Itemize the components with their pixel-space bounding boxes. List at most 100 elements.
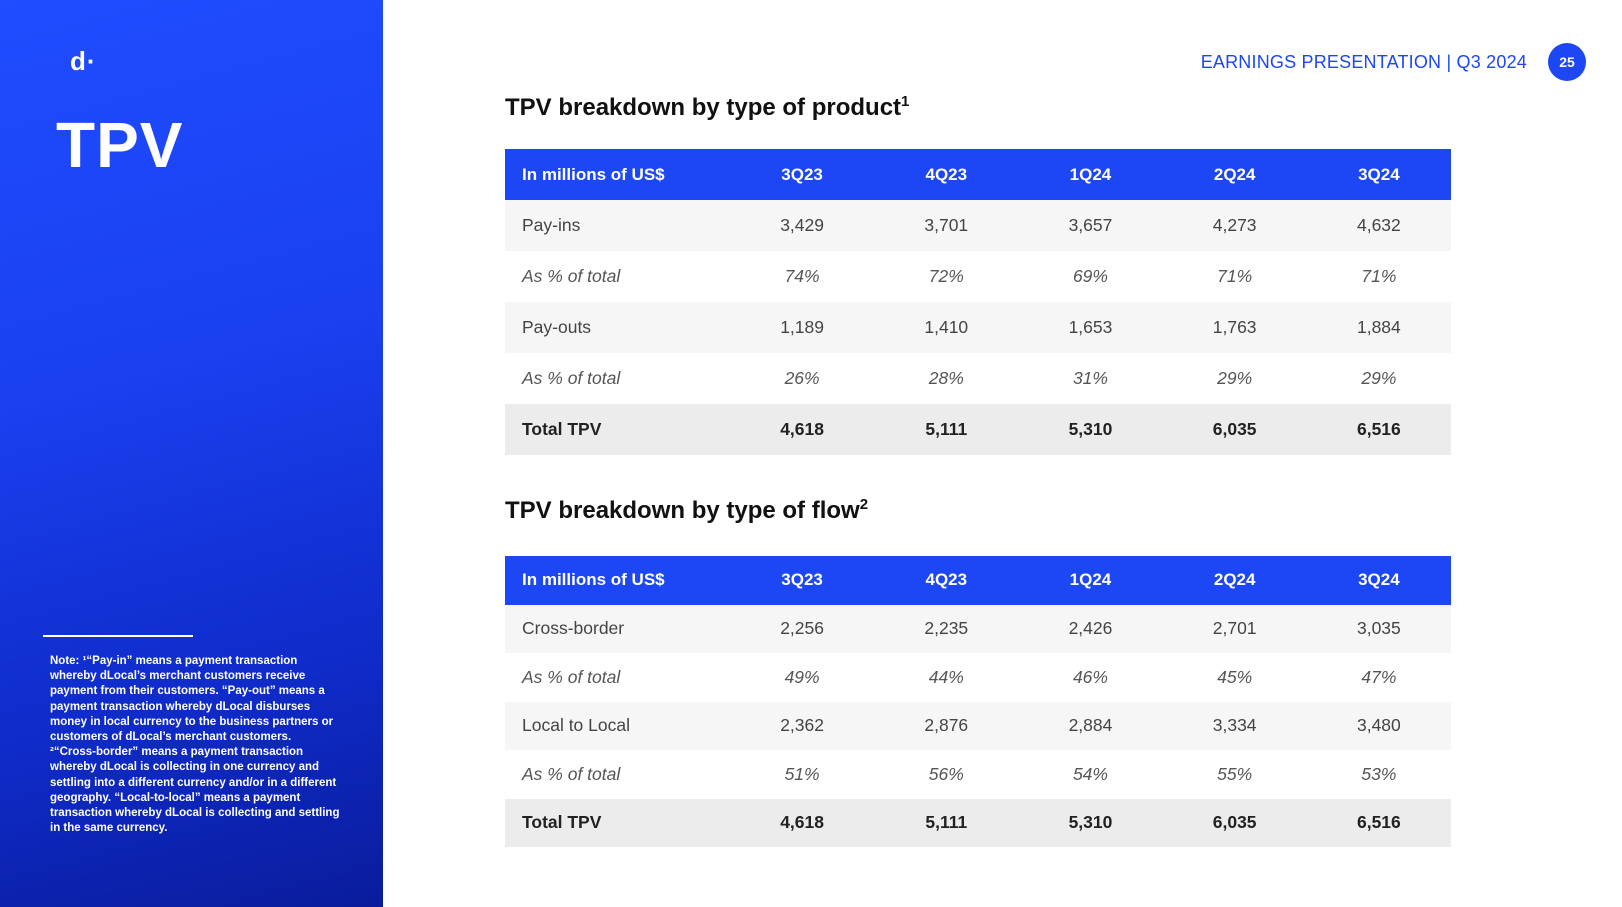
table-cell: 4,632 [1306,200,1451,251]
percent-row: As % of total 49% 44% 46% 45% 47% [505,653,1451,702]
table-cell: 56% [874,750,1019,799]
table-cell: 5,310 [1018,798,1163,847]
table-row: Pay-outs 1,189 1,410 1,653 1,763 1,884 [505,302,1451,353]
table-cell: 2,884 [1018,701,1163,750]
footnote-marker: 1 [901,93,910,110]
row-label: Local to Local [505,701,730,750]
table-cell: 1,410 [874,302,1019,353]
table-header-row: In millions of US$ 3Q23 4Q23 1Q24 2Q24 3Q24 [505,149,1451,200]
column-header-label: In millions of US$ [505,556,730,605]
table-cell: 4,273 [1162,200,1307,251]
table-cell: 2,426 [1018,604,1163,653]
total-row: Total TPV 4,618 5,111 5,310 6,035 6,516 [505,404,1451,455]
column-header-quarter: 3Q23 [730,556,875,605]
page-number-badge: 25 [1548,43,1586,81]
table-cell: 4,618 [730,798,875,847]
table-cell: 4,618 [730,404,875,455]
table-row: Local to Local 2,362 2,876 2,884 3,334 3,480 [505,701,1451,750]
table-cell: 2,876 [874,701,1019,750]
total-row: Total TPV 4,618 5,111 5,310 6,035 6,516 [505,798,1451,847]
row-label: Total TPV [505,404,730,455]
column-header-quarter: 3Q24 [1306,149,1451,200]
table-cell: 44% [874,653,1019,702]
table-cell: 46% [1018,653,1163,702]
footnote-text: Note: ¹“Pay-in” means a payment transact… [50,654,340,836]
section-title-flow: TPV breakdown by type of flow2 [505,497,868,525]
row-label: As % of total [505,653,730,702]
column-header-quarter: 3Q24 [1306,556,1451,605]
table-cell: 29% [1162,353,1307,404]
column-header-quarter: 3Q23 [730,149,875,200]
table-cell: 69% [1018,251,1163,302]
table-cell: 5,111 [874,798,1019,847]
table-cell: 28% [874,353,1019,404]
row-label: Pay-outs [505,302,730,353]
section-title-text: TPV breakdown by type of flow [505,497,860,524]
table-cell: 6,035 [1162,798,1307,847]
table-cell: 49% [730,653,875,702]
table-cell: 2,362 [730,701,875,750]
table-cell: 6,516 [1306,798,1451,847]
table-cell: 2,701 [1162,604,1307,653]
row-label: Total TPV [505,798,730,847]
table-cell: 3,429 [730,200,875,251]
percent-row: As % of total 74% 72% 69% 71% 71% [505,251,1451,302]
table-cell: 6,516 [1306,404,1451,455]
row-label: Pay-ins [505,200,730,251]
table-cell: 72% [874,251,1019,302]
table-cell: 5,310 [1018,404,1163,455]
row-label: As % of total [505,750,730,799]
table-cell: 3,334 [1162,701,1307,750]
table-cell: 47% [1306,653,1451,702]
note-divider [43,635,193,637]
table-cell: 71% [1306,251,1451,302]
footnote-2: ²“Cross-border” means a payment transact… [50,746,340,835]
table-cell: 29% [1306,353,1451,404]
flow-table: In millions of US$ 3Q23 4Q23 1Q24 2Q24 3Q24 C… [505,556,1451,847]
section-title-product: TPV breakdown by type of product1 [505,94,909,122]
table-cell: 53% [1306,750,1451,799]
table-cell: 1,884 [1306,302,1451,353]
table-cell: 6,035 [1162,404,1307,455]
column-header-quarter: 2Q24 [1162,556,1307,605]
table-cell: 51% [730,750,875,799]
sidebar: d· TPV Note: ¹“Pay-in” means a payment t… [0,0,383,907]
footnote-marker: 2 [859,496,869,513]
table-cell: 45% [1162,653,1307,702]
table-cell: 1,189 [730,302,875,353]
section-title-text: TPV breakdown by type of product [505,94,902,121]
table-cell: 1,763 [1162,302,1307,353]
table-cell: 71% [1162,251,1307,302]
row-label: As % of total [505,353,730,404]
footnote-1: Note: ¹“Pay-in” means a payment transact… [50,655,334,744]
table-row: Pay-ins 3,429 3,701 3,657 4,273 4,632 [505,200,1451,251]
column-header-quarter: 4Q23 [874,556,1019,605]
table-cell: 2,256 [730,604,875,653]
table-cell: 26% [730,353,875,404]
table-cell: 3,701 [874,200,1019,251]
row-label: As % of total [505,251,730,302]
column-header-quarter: 1Q24 [1018,556,1163,605]
row-label: Cross-border [505,604,730,653]
table-cell: 3,035 [1306,604,1451,653]
presentation-label: EARNINGS PRESENTATION | Q3 2024 [1200,52,1527,72]
dlocal-logo: d· [70,46,97,76]
table-cell: 31% [1018,353,1163,404]
product-table: In millions of US$ 3Q23 4Q23 1Q24 2Q24 3Q24 P… [505,149,1451,455]
column-header-quarter: 4Q23 [874,149,1019,200]
table-cell: 2,235 [874,604,1019,653]
column-header-label: In millions of US$ [505,149,730,200]
percent-row: As % of total 26% 28% 31% 29% 29% [505,353,1451,404]
table-header-row: In millions of US$ 3Q23 4Q23 1Q24 2Q24 3Q24 [505,556,1451,605]
table-cell: 54% [1018,750,1163,799]
column-header-quarter: 1Q24 [1018,149,1163,200]
page-title: TPV [56,109,184,181]
table-cell: 5,111 [874,404,1019,455]
table-cell: 3,657 [1018,200,1163,251]
percent-row: As % of total 51% 56% 54% 55% 53% [505,750,1451,799]
column-header-quarter: 2Q24 [1162,149,1307,200]
table-cell: 3,480 [1306,701,1451,750]
table-cell: 74% [730,251,875,302]
table-cell: 1,653 [1018,302,1163,353]
table-row: Cross-border 2,256 2,235 2,426 2,701 3,035 [505,604,1451,653]
